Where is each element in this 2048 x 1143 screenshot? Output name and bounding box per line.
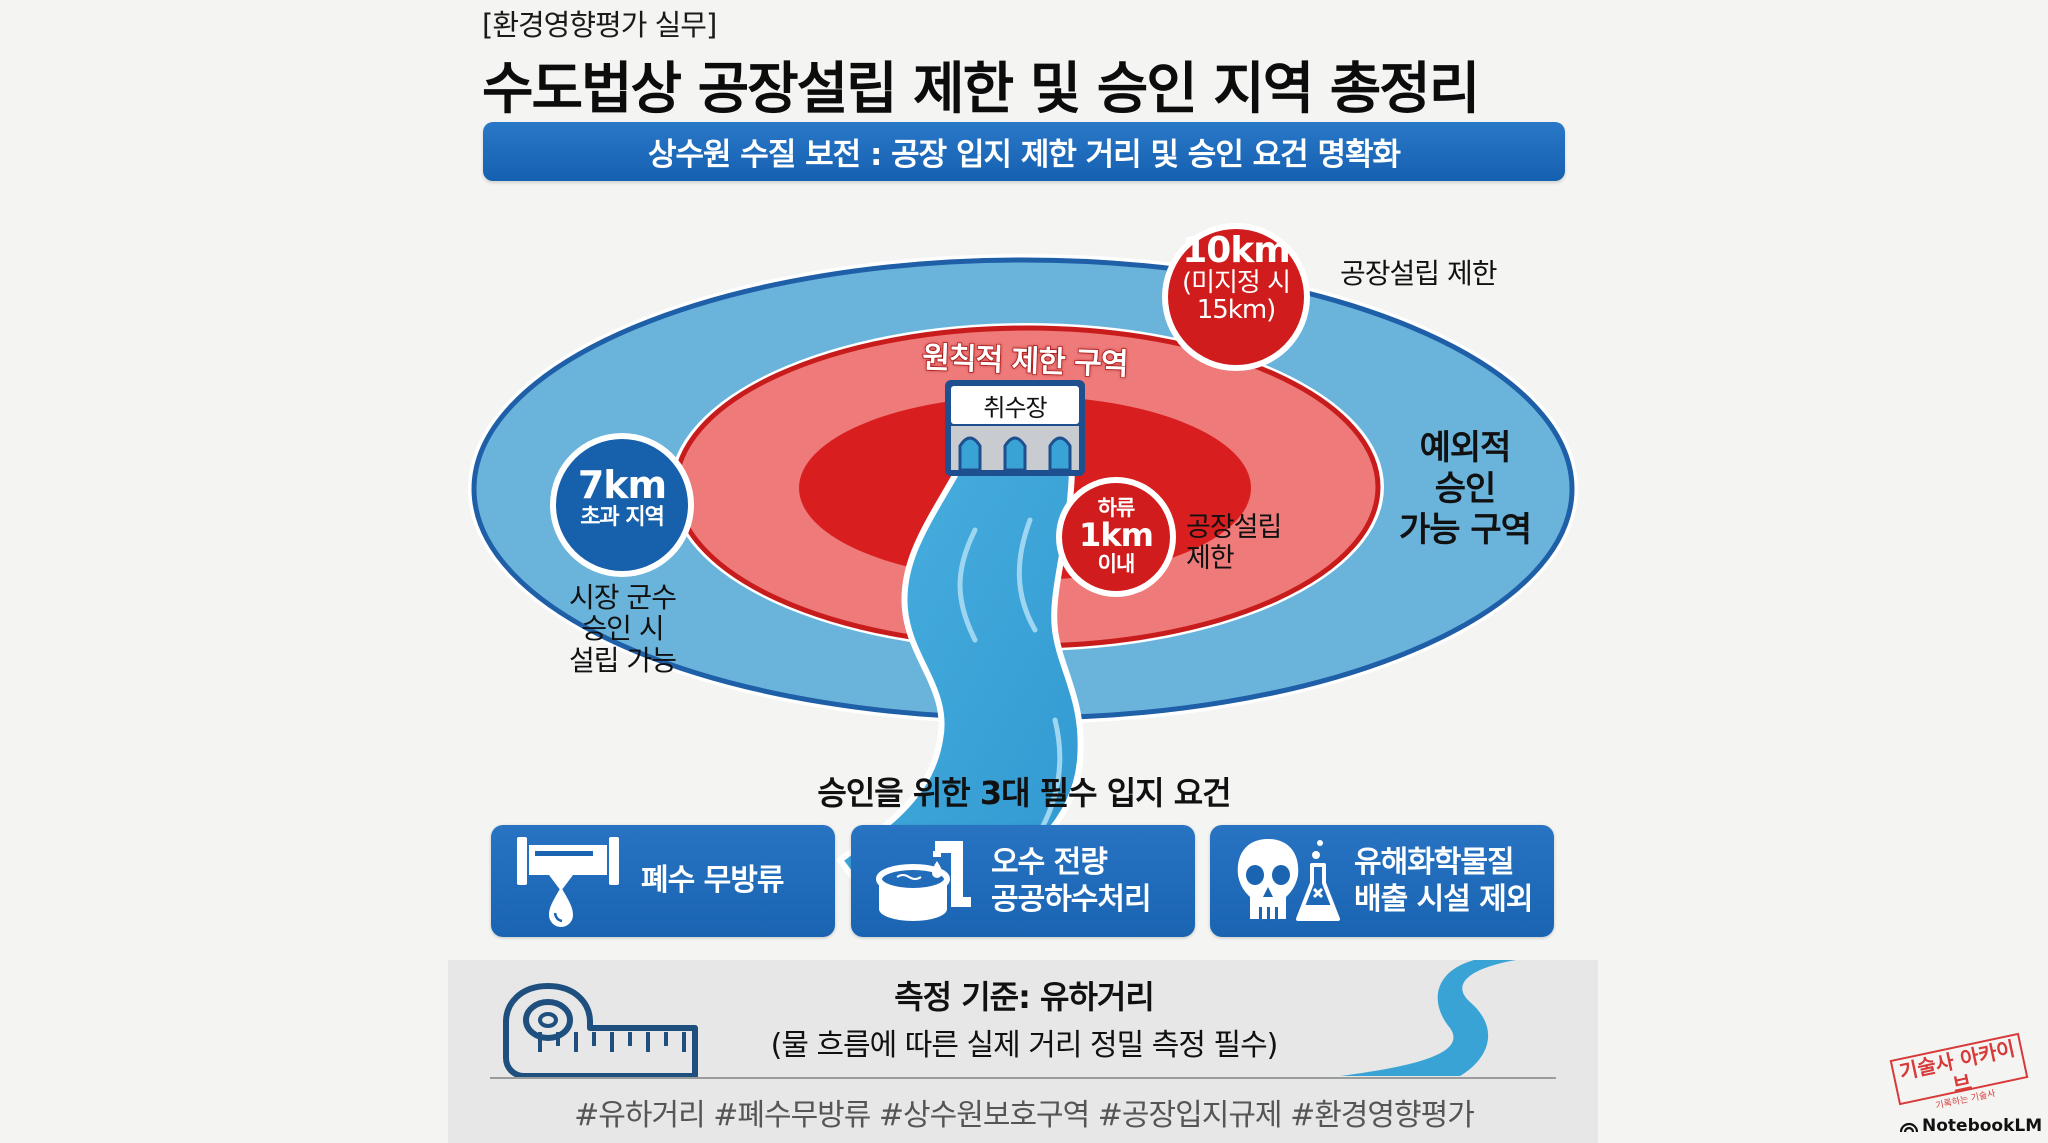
zone-diagram — [468, 223, 1578, 903]
treatment-tank-icon — [876, 841, 971, 921]
badge-10km-line2: (미지정 시 — [1181, 267, 1291, 298]
requirements-heading: 승인을 위한 3대 필수 입지 요건 — [817, 774, 1231, 812]
measurement-panel — [448, 960, 1598, 1143]
requirement-card-hazardous-exclusion: 유해화학물질 배출 시설 제외 — [1210, 825, 1554, 937]
badge-1km-note: 공장설립 제한 — [1186, 512, 1282, 575]
requirement-card-public-sewage: 오수 전량 공공하수처리 — [851, 825, 1195, 937]
skull-flask-icon — [1237, 839, 1340, 921]
notebooklm-icon — [1900, 1122, 1918, 1133]
tape-measure-icon — [503, 983, 698, 1079]
badge-10km-line3: 15km) — [1196, 295, 1277, 326]
intake-building-icon — [945, 380, 1085, 476]
badge-1km-bottom: 이내 — [1097, 551, 1136, 576]
badge-10km-text: 10km (미지정 시 15km) — [1166, 232, 1306, 324]
divider — [490, 1077, 1556, 1079]
notebooklm-logo: NotebookLM — [1900, 1116, 2042, 1136]
intake-label: 취수장 — [983, 394, 1047, 422]
badge-1km-top: 하류 — [1097, 496, 1136, 520]
brand-label: NotebookLM — [1922, 1116, 2043, 1136]
badge-7km-main: 7km — [577, 463, 667, 507]
requirement-text: 폐수 무방류 — [641, 863, 784, 899]
requirement-text: 오수 전량 공공하수처리 — [991, 844, 1152, 918]
requirement-card-zero-discharge: 폐수 무방류 — [491, 825, 835, 937]
badge-10km-main: 10km — [1182, 230, 1291, 271]
hashtags: #유하거리 #폐수무방류 #상수원보호구역 #공장입지규제 #환경영향평가 — [574, 1098, 1475, 1133]
badge-7km-note: 시장 군수 승인 시 설립 가능 — [569, 581, 677, 677]
measurement-subtitle: (물 흐름에 따른 실제 거리 정밀 측정 필수) — [770, 1028, 1279, 1063]
subtitle-banner: 상수원 수질 보전 : 공장 입지 제한 거리 및 승인 요건 명확화 — [483, 122, 1565, 181]
badge-1km-text: 하류 1km 이내 — [1062, 497, 1170, 575]
subtitle-text: 상수원 수질 보전 : 공장 입지 제한 거리 및 승인 요건 명확화 — [647, 137, 1401, 173]
outer-zone-label: 예외적 승인 가능 구역 — [1399, 428, 1532, 550]
pipe-drop-icon — [517, 837, 619, 927]
page-title: 수도법상 공장설립 제한 및 승인 지역 총정리 — [482, 57, 1480, 122]
measurement-title: 측정 기준: 유하거리 — [894, 978, 1155, 1016]
inner-zone-label: 원칙적 제한 구역 — [921, 340, 1129, 384]
river-icon — [1340, 960, 1516, 1076]
badge-7km-sub: 초과 지역 — [580, 504, 665, 530]
kicker-label: [환경영향평가 실무] — [482, 8, 717, 42]
badge-10km-note: 공장설립 제한 — [1340, 257, 1497, 290]
badge-7km-text: 7km 초과 지역 — [556, 463, 688, 530]
badge-1km-main: 1km — [1079, 516, 1154, 555]
requirement-text: 유해화학물질 배출 시설 제외 — [1354, 844, 1533, 918]
